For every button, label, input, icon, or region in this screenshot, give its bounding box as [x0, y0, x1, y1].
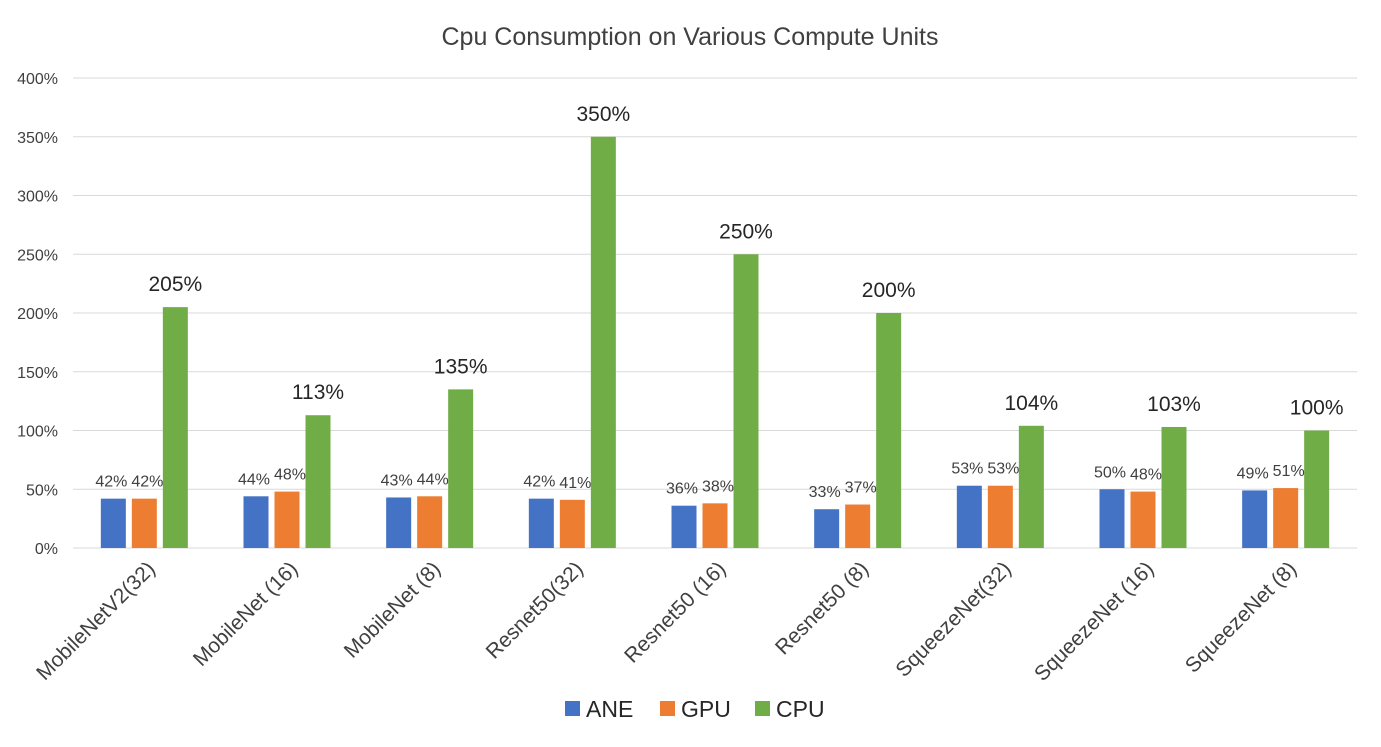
data-label-ane: 43%	[381, 472, 413, 489]
bar-cpu	[162, 307, 188, 548]
data-label-gpu: 44%	[417, 471, 449, 488]
bar-gpu	[845, 504, 871, 548]
x-tick-label: SqueezeNet(32)	[891, 557, 1015, 681]
data-label-gpu: 42%	[131, 474, 163, 491]
bar-ane	[100, 498, 126, 548]
bar-cpu	[448, 389, 474, 548]
legend-swatch-cpu	[755, 701, 770, 716]
bar-ane	[386, 497, 412, 548]
bars	[100, 136, 1330, 548]
data-label-ane: 42%	[95, 474, 127, 491]
bar-cpu	[1304, 430, 1330, 548]
bar-ane	[243, 496, 269, 548]
legend-label-cpu: CPU	[776, 696, 825, 722]
data-label-cpu: 200%	[862, 279, 916, 302]
legend: ANE GPU CPU	[565, 696, 825, 722]
y-tick-label: 50%	[26, 482, 58, 499]
legend-swatch-gpu	[660, 701, 675, 716]
y-tick-label: 250%	[17, 247, 58, 264]
data-label-gpu: 48%	[274, 467, 306, 484]
x-tick-label: SqueezeNet (8)	[1181, 557, 1301, 677]
y-tick-label: 100%	[17, 424, 58, 441]
bar-cpu	[1018, 425, 1044, 548]
y-axis-ticks: 0% 50% 100% 150% 200% 250% 300% 350% 400%	[17, 71, 58, 558]
data-label-ane: 42%	[523, 474, 555, 491]
bar-cpu	[305, 415, 331, 548]
data-label-cpu: 250%	[719, 220, 773, 243]
data-label-ane: 49%	[1237, 465, 1269, 482]
data-label-cpu: 135%	[434, 355, 488, 378]
bar-ane	[671, 505, 697, 548]
chart-title: Cpu Consumption on Various Compute Units	[441, 23, 938, 51]
x-tick-label: SqueezeNet (16)	[1030, 557, 1159, 686]
bar-ane	[1242, 490, 1268, 548]
data-label-gpu: 37%	[845, 480, 877, 497]
bar-gpu	[1273, 488, 1299, 548]
bar-ane	[528, 498, 554, 548]
data-label-gpu: 41%	[559, 475, 591, 492]
data-label-ane: 53%	[951, 461, 983, 478]
data-label-cpu: 350%	[576, 103, 630, 126]
bar-gpu	[131, 498, 157, 548]
bar-gpu	[702, 503, 728, 548]
data-label-cpu: 100%	[1290, 397, 1344, 420]
bar-ane	[956, 485, 982, 548]
y-tick-label: 350%	[17, 130, 58, 147]
bar-gpu	[274, 491, 300, 548]
y-tick-label: 150%	[17, 365, 58, 382]
legend-label-gpu: GPU	[681, 696, 731, 722]
data-label-cpu: 113%	[292, 381, 344, 404]
x-tick-label: Resnet50 (8)	[771, 557, 873, 659]
data-label-gpu: 53%	[987, 461, 1019, 478]
bar-ane	[814, 509, 840, 548]
data-label-cpu: 104%	[1004, 392, 1058, 415]
data-labels: 42% 42%205%44% 48%113%43% 44%135%42% 41%350%…	[95, 103, 1343, 501]
y-tick-label: 0%	[35, 541, 58, 558]
bar-ane	[1099, 489, 1125, 548]
legend-label-ane: ANE	[586, 696, 633, 722]
y-tick-label: 200%	[17, 306, 58, 323]
y-tick-label: 400%	[17, 71, 58, 88]
data-label-gpu: 48%	[1130, 467, 1162, 484]
data-label-ane: 50%	[1094, 464, 1126, 481]
x-tick-label: MobileNet (8)	[340, 557, 445, 662]
data-label-gpu: 38%	[702, 478, 734, 495]
data-label-gpu: 51%	[1273, 463, 1305, 480]
x-tick-label: MobileNet (16)	[189, 557, 303, 671]
x-tick-label: MobileNetV2(32)	[32, 557, 160, 685]
bar-gpu	[987, 485, 1013, 548]
gridlines	[73, 77, 1357, 549]
bar-gpu	[1130, 491, 1156, 548]
bar-cpu	[876, 313, 902, 548]
bar-cpu	[590, 136, 616, 548]
data-label-cpu: 103%	[1147, 393, 1201, 416]
bar-gpu	[417, 496, 443, 548]
data-label-cpu: 205%	[148, 273, 202, 296]
data-label-ane: 36%	[666, 481, 698, 498]
y-tick-label: 300%	[17, 189, 58, 206]
x-tick-label: Resnet50(32)	[482, 557, 588, 663]
bar-gpu	[559, 499, 585, 548]
x-axis-ticks: MobileNetV2(32) MobileNet (16) MobileNet (…	[32, 557, 1301, 686]
data-label-ane: 33%	[809, 484, 841, 501]
bar-cpu	[1161, 426, 1187, 548]
legend-swatch-ane	[565, 701, 580, 716]
x-tick-label: Resnet50 (16)	[620, 557, 730, 667]
data-label-ane: 44%	[238, 471, 270, 488]
bar-cpu	[733, 254, 759, 548]
